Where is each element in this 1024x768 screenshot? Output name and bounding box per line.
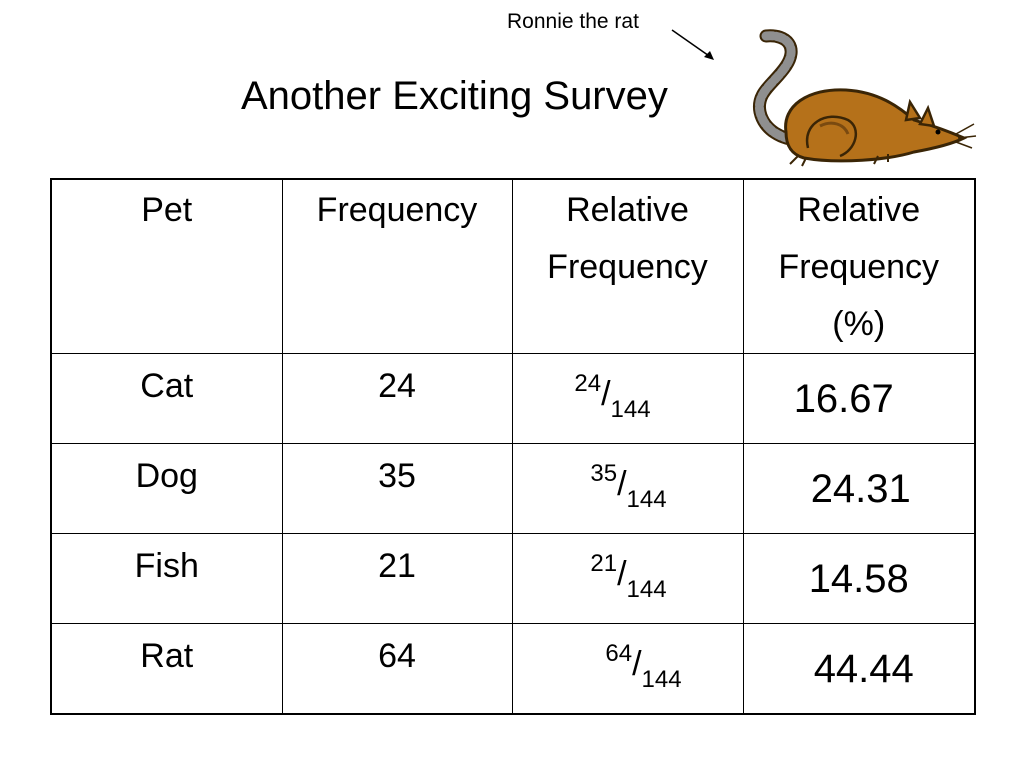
cell-relative-frequency: 64/144 <box>511 623 744 715</box>
cell-relative-frequency: 21/144 <box>511 533 744 624</box>
cell-frequency: 35 <box>281 443 513 534</box>
cell-pet: Dog <box>50 443 283 534</box>
annotation-arrow-icon <box>671 29 714 60</box>
cell-pet: Cat <box>50 353 283 444</box>
cell-percent: 16.67 <box>742 353 976 444</box>
rat-annotation-label: Ronnie the rat <box>507 10 639 33</box>
table-header-row: Pet Frequency Relative Frequency Relativ… <box>50 178 976 354</box>
page-title: Another Exciting Survey <box>241 74 668 118</box>
cell-percent: 24.31 <box>742 443 976 534</box>
header-frequency: Frequency <box>281 178 513 354</box>
cell-frequency: 24 <box>281 353 513 444</box>
cell-frequency: 21 <box>281 533 513 624</box>
cell-frequency: 64 <box>281 623 513 715</box>
cell-percent: 14.58 <box>742 533 976 624</box>
table-row: Cat 24 24/144 16.67 <box>50 353 976 444</box>
cell-pet: Rat <box>50 623 283 715</box>
cell-relative-frequency: 24/144 <box>511 353 744 444</box>
table-row: Fish 21 21/144 14.58 <box>50 533 976 624</box>
header-relative-frequency-percent: Relative Frequency (%) <box>742 178 976 354</box>
cell-relative-frequency: 35/144 <box>511 443 744 534</box>
table-row: Rat 64 64/144 44.44 <box>50 623 976 715</box>
cell-percent: 44.44 <box>742 623 976 715</box>
table-row: Dog 35 35/144 24.31 <box>50 443 976 534</box>
cell-pet: Fish <box>50 533 283 624</box>
header-pet: Pet <box>50 178 283 354</box>
survey-table: Pet Frequency Relative Frequency Relativ… <box>50 178 976 715</box>
header-relative-frequency: Relative Frequency <box>511 178 744 354</box>
rat-illustration <box>752 29 977 167</box>
